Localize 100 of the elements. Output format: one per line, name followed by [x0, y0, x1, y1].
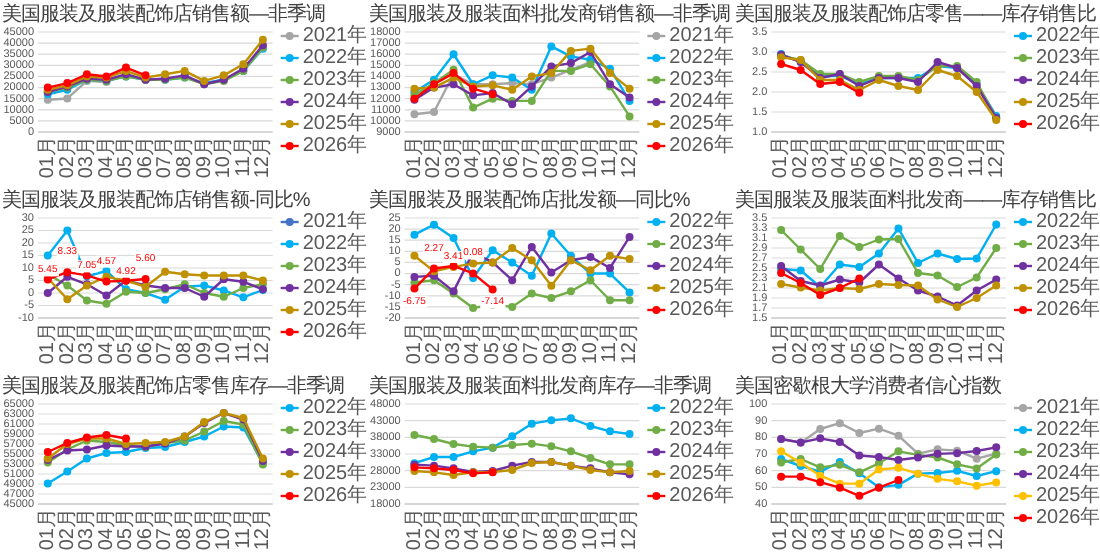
x-tick-label: 07月 [154, 508, 177, 551]
x-tick-label: 03月 [809, 508, 832, 551]
x-tick-label: 05月 [848, 508, 871, 551]
x-tick-label: 08月 [540, 136, 563, 179]
x-tick-label: 08月 [907, 508, 930, 551]
x-tick-label: 06月 [868, 508, 891, 551]
x-tick-label: 07月 [887, 508, 910, 551]
legend-label: 2025年 [302, 111, 368, 136]
x-tick-label: 01月 [403, 508, 426, 551]
x-tick-label: 06月 [868, 136, 891, 179]
x-tick-label: 03月 [809, 322, 832, 365]
legend-label: 2021年 [302, 23, 368, 48]
x-tick-label: 11月 [232, 508, 255, 549]
x-tick-label: 10月 [946, 322, 969, 365]
legend-label: 2026年 [1036, 297, 1100, 322]
x-tick-label: 04月 [462, 136, 485, 179]
x-tick-label: 12月 [252, 322, 275, 365]
legend-label: 2021年 [302, 209, 368, 234]
x-tick-label: 03月 [442, 508, 465, 551]
legend-label: 2025年 [1036, 483, 1100, 508]
x-tick-label: 02月 [423, 322, 446, 365]
x-tick-label: 07月 [521, 136, 544, 179]
legend-label: 2026年 [1036, 111, 1100, 136]
legend-label: 2024年 [302, 275, 368, 300]
legend-label: 2023年 [302, 417, 368, 442]
x-tick-label: 01月 [770, 508, 793, 551]
x-tick-label: 10月 [213, 322, 236, 365]
x-tick-label: 01月 [37, 322, 60, 365]
legend-label: 2024年 [302, 439, 368, 464]
x-tick-label: 12月 [985, 508, 1008, 551]
x-tick-label: 04月 [829, 136, 852, 179]
x-tick-label: 08月 [540, 508, 563, 551]
legend-label: 2025年 [302, 297, 368, 322]
legend-label: 2023年 [302, 253, 368, 278]
x-tick-label: 03月 [442, 136, 465, 179]
x-tick-label: 06月 [134, 322, 157, 365]
legend-label: 2026年 [302, 133, 368, 158]
x-tick-label: 04月 [462, 322, 485, 365]
x-tick-label: 07月 [154, 136, 177, 179]
x-tick-label: 04月 [95, 136, 118, 179]
x-tick-label: 09月 [560, 508, 583, 551]
x-tick-label: 02月 [789, 136, 812, 179]
x-tick-label: 06月 [501, 136, 524, 179]
x-tick-label: 07月 [521, 322, 544, 365]
x-tick-label: 08月 [907, 136, 930, 179]
x-tick-label: 01月 [770, 322, 793, 365]
legend-label: 2024年 [669, 439, 734, 464]
x-tick-label: 12月 [252, 136, 275, 179]
legend-label: 2025年 [669, 275, 734, 300]
x-tick-label: 07月 [887, 136, 910, 179]
x-tick-label: 06月 [501, 322, 524, 365]
chart-title: 美国密歇根大学消费者信心指数 [735, 374, 1003, 398]
x-tick-label: 10月 [579, 322, 602, 365]
legend-label: 2022年 [302, 231, 368, 256]
x-tick-label: 10月 [579, 136, 602, 179]
x-tick-label: 04月 [829, 322, 852, 365]
x-tick-label: 09月 [560, 136, 583, 179]
x-tick-label: 07月 [887, 322, 910, 365]
legend-label: 2023年 [1036, 45, 1100, 70]
legend-label: 2022年 [1036, 417, 1100, 442]
legend-label: 2022年 [669, 209, 734, 234]
x-tick-label: 05月 [481, 322, 504, 365]
legend-label: 2024年 [1036, 253, 1100, 278]
x-tick-label: 02月 [56, 136, 79, 179]
chart-title: 美国服装及服装配饰店销售额-同比% [2, 188, 311, 212]
legend-label: 2023年 [302, 67, 368, 92]
x-tick-label: 11月 [599, 322, 622, 363]
x-tick-label: 06月 [868, 322, 891, 365]
legend-label: 2026年 [669, 297, 734, 322]
x-tick-label: 01月 [403, 322, 426, 365]
x-tick-label: 12月 [985, 136, 1008, 179]
x-tick-label: 11月 [965, 136, 988, 177]
x-tick-label: 03月 [76, 508, 99, 551]
legend-label: 2021年 [669, 23, 734, 48]
legend-label: 2021年 [1036, 395, 1100, 420]
legend-label: 2025年 [669, 111, 734, 136]
x-tick-label: 12月 [618, 136, 641, 179]
legend-label: 2024年 [669, 89, 734, 114]
chart-title: 美国服装及服装配饰店销售额—非季调 [2, 2, 326, 26]
legend-label: 2026年 [302, 319, 368, 344]
x-tick-label: 05月 [481, 136, 504, 179]
legend-label: 2026年 [669, 133, 734, 158]
x-tick-label: 10月 [946, 136, 969, 179]
legend-label: 2025年 [1036, 275, 1100, 300]
x-tick-label: 02月 [789, 322, 812, 365]
legend-label: 2026年 [302, 483, 368, 508]
legend-label: 2023年 [669, 67, 734, 92]
legend-label: 2022年 [669, 395, 734, 420]
chart-title: 美国服装及服装面料批发商——库存销售比 [735, 188, 1098, 212]
x-tick-label: 03月 [809, 136, 832, 179]
x-tick-label: 10月 [213, 508, 236, 551]
legend-label: 2024年 [302, 89, 368, 114]
x-tick-label: 09月 [193, 508, 216, 551]
x-tick-label: 07月 [521, 508, 544, 551]
x-tick-label: 08月 [173, 508, 196, 551]
legend-label: 2026年 [669, 483, 734, 508]
x-tick-label: 10月 [946, 508, 969, 551]
x-tick-label: 11月 [599, 136, 622, 177]
legend-label: 2025年 [302, 461, 368, 486]
legend-label: 2022年 [302, 45, 368, 70]
